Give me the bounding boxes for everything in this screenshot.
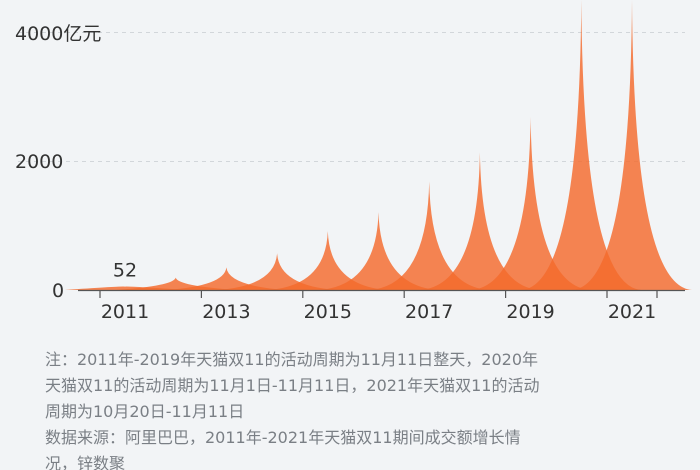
spike-2019 (470, 116, 591, 290)
spike-2015 (267, 231, 388, 290)
note-source-line-1: 数据来源：阿里巴巴，2011年-2021年天猫双11期间成交额增长情 (45, 428, 521, 447)
note-source-line-2: 况，锌数聚 (45, 454, 126, 470)
series-layer (65, 0, 692, 290)
spike-2016 (318, 212, 439, 290)
y-tick-label-4000: 4000亿元 (15, 23, 101, 45)
x-tick-label-2019: 2019 (506, 301, 554, 323)
x-axis (78, 289, 685, 298)
chart-notes: 注：2011年-2019年天猫双11的活动周期为11月11日整天，2020年 天… (45, 347, 685, 470)
x-tick-label-2017: 2017 (405, 301, 453, 323)
note-line-3: 周期为10月20日-11月11日 (45, 402, 245, 421)
y-tick-label-0: 0 (52, 280, 64, 302)
x-tick-label-2015: 2015 (304, 301, 352, 323)
spike-2018 (419, 152, 540, 290)
x-tick-label-2013: 2013 (202, 301, 250, 323)
spike-2021 (572, 0, 692, 290)
note-line-2: 天猫双11的活动周期为11月1日-11月11日，2021年天猫双11的活动 (45, 376, 540, 395)
spike-2014 (217, 253, 338, 290)
label-layer: 0 2000 4000亿元 2011 2013 2015 2017 2019 2021 52 (15, 23, 656, 323)
x-tick-label-2021: 2021 (608, 301, 656, 323)
x-tick-label-2011: 2011 (101, 301, 149, 323)
data-label-2011: 52 (113, 260, 137, 282)
note-line-1: 注：2011年-2019年天猫双11的活动周期为11月11日整天，2020年 (45, 350, 539, 369)
chart: 0 2000 4000亿元 2011 2013 2015 2017 2019 2021 52 (15, 0, 692, 323)
spike-2013 (166, 267, 287, 290)
spike-2017 (369, 181, 490, 290)
y-tick-label-2000: 2000 (15, 151, 63, 173)
spike-2020 (521, 0, 642, 290)
spike-2012 (115, 277, 236, 290)
